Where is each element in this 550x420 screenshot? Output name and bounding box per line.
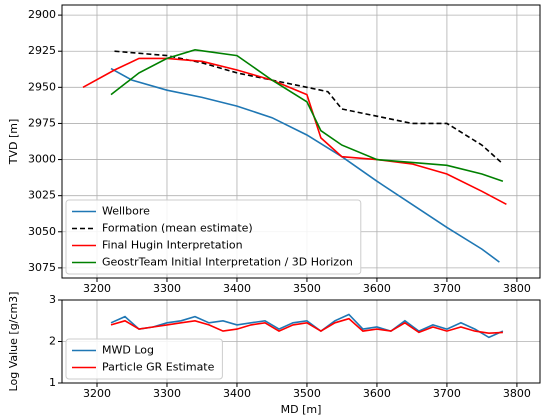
y-tick-label: 2975 [28,116,56,129]
x-tick-label: 3300 [153,387,181,400]
legend-label: Particle GR Estimate [102,361,215,374]
x-axis-label: MD [m] [281,403,322,416]
series-line [110,48,504,182]
x-tick-label: 3700 [433,282,461,295]
legend-label: GeostrTeam Initial Interpretation / 3D H… [102,256,353,269]
y-tick-label: 2 [49,335,56,348]
y-tick-label: 1 [49,376,56,389]
x-tick-label: 3800 [503,387,531,400]
legend-label: Formation (mean estimate) [102,222,253,235]
y-axis-label: TVD [m] [7,119,20,166]
x-tick-label: 3500 [293,282,321,295]
y-tick-label: 2950 [28,80,56,93]
y-tick-label: 3050 [28,225,56,238]
x-tick-label: 3400 [223,387,251,400]
y-tick-label: 3025 [28,189,56,202]
plot-frame [61,4,541,279]
legend-box [65,199,362,275]
series-line [110,317,503,335]
y-tick-label: 3075 [28,261,56,274]
y-axis-label: Log Value [g/cm3] [7,292,20,392]
x-tick-label: 3700 [433,387,461,400]
legend-label: MWD Log [102,344,154,357]
legend-box [65,338,223,380]
x-tick-label: 3600 [363,387,391,400]
x-tick-label: 3500 [293,387,321,400]
series-line [110,313,504,339]
x-tick-label: 3800 [503,282,531,295]
x-tick-label: 3200 [83,387,111,400]
legend: Wellbore Formation (mean estimate) Final H… [65,199,362,275]
legend: MWD Log Particle GR Estimate [65,338,223,380]
x-tick-label: 3600 [363,282,391,295]
y-tick-label: 3000 [28,153,56,166]
x-tick-label: 3200 [83,282,111,295]
x-tick-label: 3400 [223,282,251,295]
series-line [114,50,504,165]
y-tick-label: 3 [49,293,56,306]
series-line [82,57,507,206]
x-tick-label: 3300 [153,282,181,295]
legend-label: Final Hugin Interpretation [102,239,243,252]
y-tick-label: 2900 [28,8,56,21]
series-line [110,67,500,263]
legend-label: Wellbore [102,205,150,218]
plot-frame [61,299,541,384]
y-tick-label: 2925 [28,44,56,57]
